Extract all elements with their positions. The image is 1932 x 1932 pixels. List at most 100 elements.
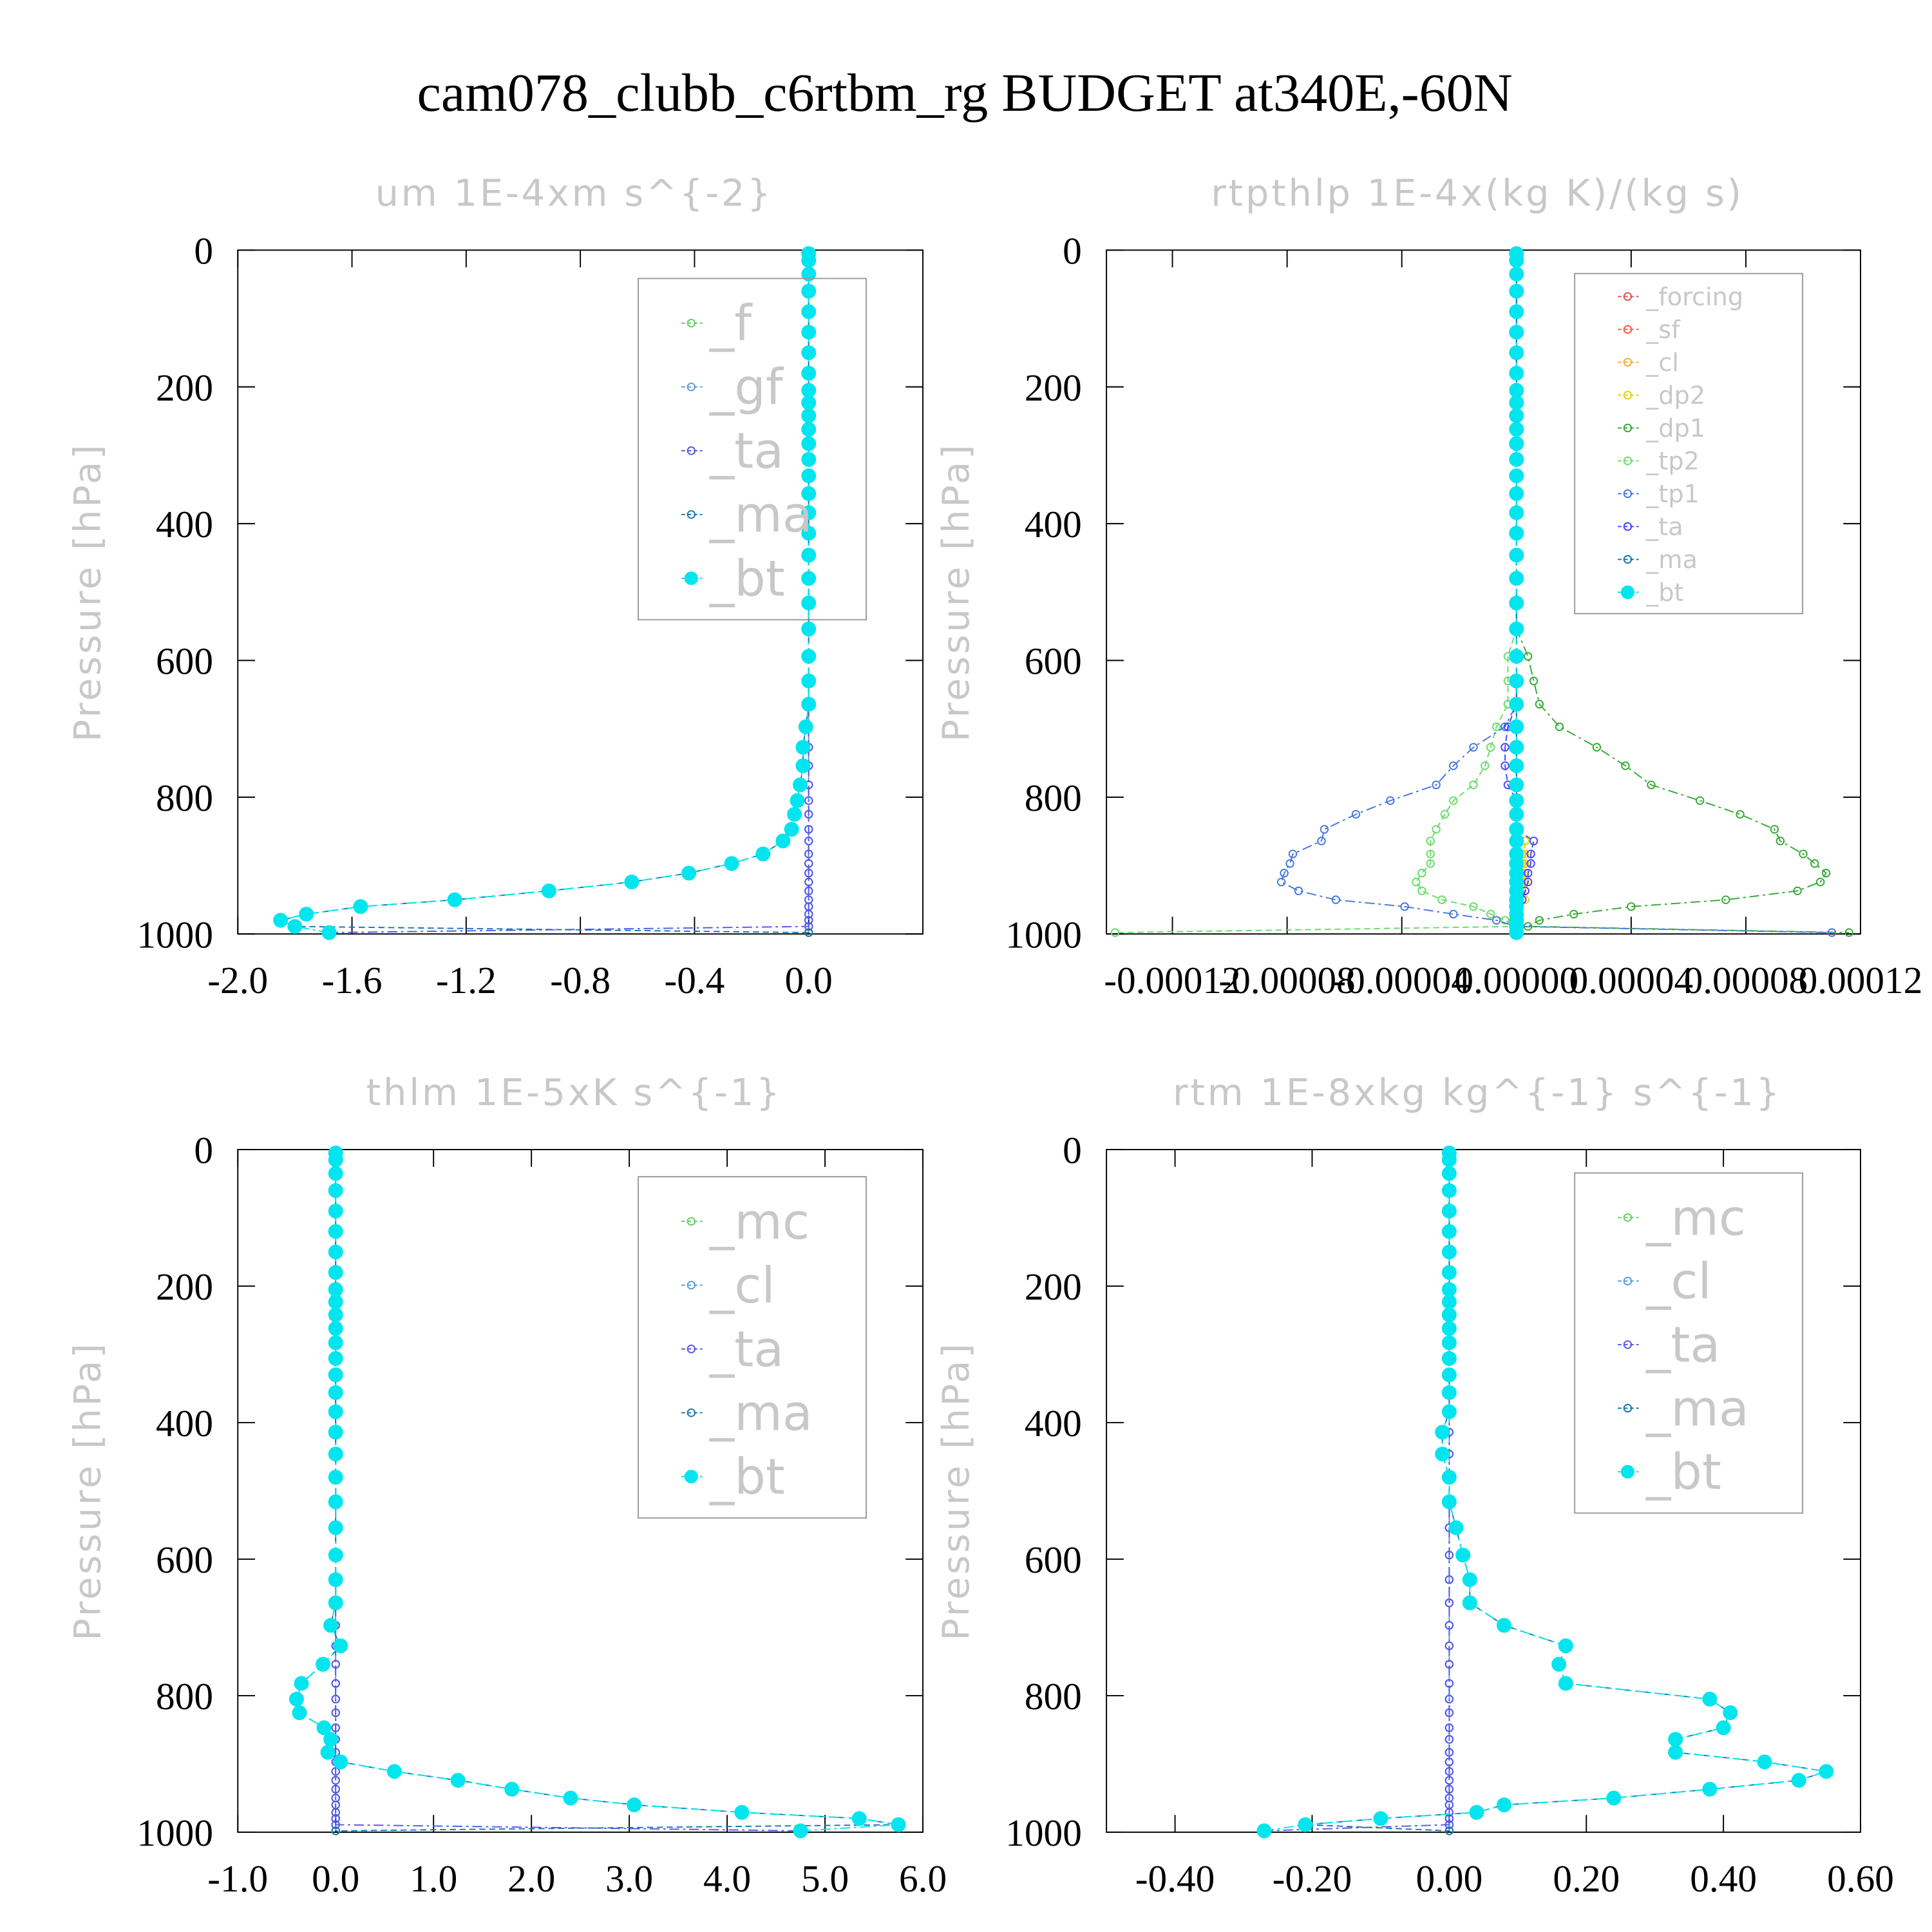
data-point	[795, 739, 811, 755]
data-point	[1770, 825, 1779, 834]
data-point	[331, 1776, 340, 1785]
legend-marker	[1623, 554, 1633, 564]
data-point	[804, 849, 813, 858]
legend-label: _cl	[1645, 348, 1679, 377]
data-point	[1721, 895, 1730, 904]
data-point	[328, 1367, 343, 1383]
data-point	[1417, 869, 1426, 878]
data-point	[804, 909, 813, 919]
data-point	[1509, 833, 1524, 849]
data-point	[1696, 796, 1705, 805]
data-point	[1736, 810, 1745, 819]
data-point	[1509, 267, 1524, 282]
y-tick-label: 0	[1063, 229, 1082, 272]
legend-marker	[687, 1280, 696, 1290]
data-point	[1386, 796, 1395, 805]
y-tick-label: 200	[156, 1265, 213, 1308]
data-point	[798, 719, 813, 734]
legend-marker	[1623, 325, 1633, 334]
data-point	[331, 1694, 340, 1704]
data-point	[1441, 1321, 1457, 1336]
y-tick-label: 400	[156, 1402, 213, 1444]
data-point	[1441, 1367, 1457, 1383]
data-point	[1509, 806, 1524, 822]
legend-label: _bt	[1645, 578, 1683, 607]
y-tick-label: 600	[1025, 1539, 1082, 1581]
data-point	[801, 436, 817, 451]
data-point	[801, 267, 817, 282]
data-point	[804, 810, 813, 819]
data-point	[1469, 743, 1478, 752]
data-point	[1816, 877, 1825, 887]
data-point	[1444, 1820, 1454, 1830]
data-point	[784, 822, 799, 837]
y-tick-label: 0	[194, 1129, 213, 1171]
data-point	[1523, 877, 1533, 887]
data-point	[1523, 652, 1533, 661]
data-point	[1469, 902, 1478, 911]
data-point	[801, 526, 817, 541]
data-point	[331, 1708, 340, 1718]
data-point	[1256, 1823, 1272, 1839]
y-tick-label: 200	[1025, 366, 1082, 409]
data-point	[1441, 1244, 1457, 1260]
data-point	[1535, 916, 1544, 925]
data-point	[1469, 781, 1478, 790]
legend-marker	[687, 510, 696, 519]
x-tick-label: 0.00000	[1454, 959, 1578, 1001]
data-point	[328, 1282, 343, 1297]
legend-label: _sf	[1645, 316, 1681, 345]
data-point	[1509, 304, 1524, 319]
y-axis-label: Pressure [hPa]	[934, 1341, 978, 1640]
data-point	[1827, 928, 1837, 937]
data-point	[1702, 1691, 1718, 1707]
data-point	[793, 1823, 808, 1839]
data-point	[1509, 283, 1524, 299]
data-point	[1668, 1745, 1683, 1760]
data-point	[1441, 1166, 1457, 1181]
data-point	[804, 796, 813, 805]
y-tick-label: 800	[1025, 1675, 1082, 1718]
data-point	[681, 866, 697, 881]
data-point	[1509, 925, 1524, 940]
data-point	[1441, 1307, 1457, 1323]
data-point	[1373, 1811, 1388, 1826]
data-point	[1509, 408, 1524, 423]
data-point	[541, 883, 556, 898]
data-point	[734, 1804, 750, 1820]
data-point	[804, 837, 813, 846]
y-tick-label: 600	[1025, 640, 1082, 683]
x-tick-label: 0.60	[1827, 1857, 1894, 1900]
data-point	[1444, 1766, 1454, 1776]
x-tick-label: 0.0	[312, 1857, 359, 1900]
data-point	[1509, 345, 1524, 361]
legend-label: _ta	[709, 1321, 784, 1378]
x-tick-label: -0.00004	[1333, 959, 1470, 1001]
data-point	[328, 1166, 343, 1181]
data-point	[804, 916, 813, 925]
legend-label: _ma	[709, 487, 813, 544]
y-tick-label: 400	[1025, 503, 1082, 545]
data-point	[1294, 886, 1303, 896]
data-point	[1437, 895, 1446, 904]
data-point	[328, 1265, 343, 1280]
y-tick-label: 600	[156, 1539, 213, 1581]
x-tick-label: -0.40	[1135, 1857, 1215, 1900]
y-tick-label: 800	[1025, 777, 1082, 819]
data-point	[801, 451, 817, 467]
data-point	[1280, 869, 1289, 878]
data-point	[328, 1494, 343, 1510]
plot-frame	[237, 1149, 923, 1833]
data-point	[1298, 1817, 1313, 1832]
data-point	[331, 1820, 340, 1830]
data-point	[1627, 902, 1636, 911]
data-point	[801, 547, 817, 563]
legend-marker	[1623, 456, 1633, 466]
data-point	[801, 649, 817, 664]
data-point	[386, 1764, 402, 1779]
data-point	[801, 696, 817, 712]
data-point	[1444, 1575, 1454, 1584]
data-point	[1444, 1550, 1454, 1560]
y-tick-label: 200	[1025, 1265, 1082, 1308]
